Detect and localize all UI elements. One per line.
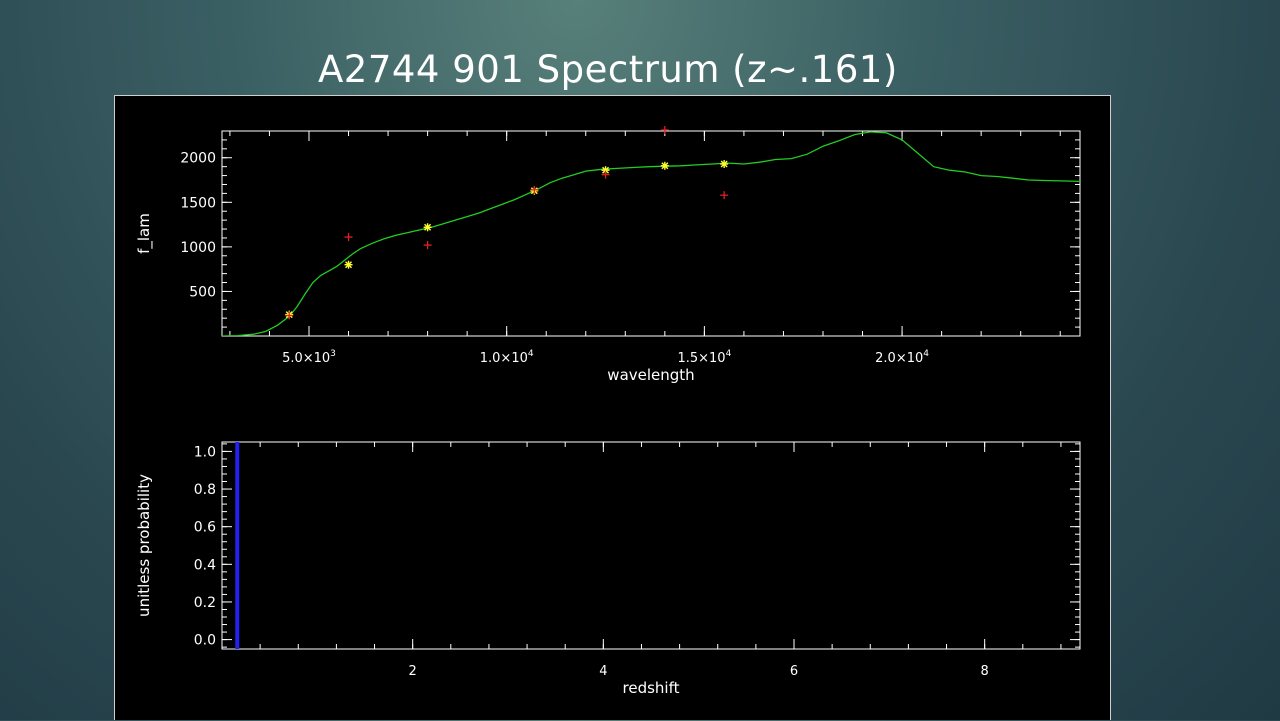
star-stroke	[602, 166, 610, 174]
x-tick-label: 2.0×104	[875, 349, 929, 366]
y-tick-label: 0.2	[194, 595, 216, 611]
x-tick-mantissa: 2.0×10	[875, 351, 923, 366]
slide-title: A2744 901 Spectrum (z~.161)	[318, 48, 898, 91]
x-tick-label: 1.0×104	[480, 349, 534, 366]
y-tick-label: 0.0	[194, 633, 216, 649]
y-tick-label: 1000	[180, 240, 216, 256]
star-stroke	[424, 223, 432, 231]
redshift-chart: 2 4 6 8 0.0 0.2 0.4 0.6 0.8 1.0 redshift unitless p…	[135, 441, 1081, 697]
x-tick-exponent: 4	[726, 349, 732, 359]
y-axis-label: f_lam	[135, 213, 154, 254]
observed-photometry-cross	[423, 241, 432, 250]
plot-area-border	[221, 130, 1081, 337]
x-axis-label: redshift	[623, 679, 680, 697]
plot-frame: 5.0×103 1.0×104 1.5×104 2.0×104 500 1000 1500 2…	[114, 95, 1111, 720]
model-photometry-star	[720, 159, 729, 168]
observed-photometry-cross	[601, 170, 610, 179]
y-tick-label: 1.0	[194, 444, 216, 460]
y-tick-label: 0.6	[194, 520, 216, 536]
x-tick-mantissa: 5.0×10	[282, 351, 330, 366]
spectrum-line	[222, 131, 1080, 336]
x-tick-label: 1.5×104	[677, 349, 731, 366]
y-tick-label: 0.8	[194, 482, 216, 498]
x-tick-label: 2	[409, 664, 417, 679]
observed-photometry-cross	[530, 185, 539, 194]
star-stroke	[345, 261, 353, 269]
model-photometry-star	[660, 161, 669, 170]
y-tick-label: 1500	[180, 195, 216, 211]
y-tick-label: 500	[189, 284, 216, 300]
y-tick-label: 0.4	[194, 557, 216, 573]
x-tick-mantissa: 1.5×10	[677, 351, 725, 366]
observed-photometry-cross	[720, 191, 729, 200]
x-tick-label: 6	[790, 664, 798, 679]
x-tick-exponent: 3	[330, 349, 336, 359]
model-photometry-star	[344, 260, 353, 269]
y-axis-label: unitless probability	[135, 474, 153, 617]
star-stroke	[720, 160, 728, 168]
observed-photometry-cross	[344, 233, 353, 242]
x-tick-exponent: 4	[528, 349, 534, 359]
spectrum-chart: 5.0×103 1.0×104 1.5×104 2.0×104500100015002…	[135, 126, 1081, 384]
observed-photometry-cross	[285, 311, 294, 320]
x-tick-label: 5.0×103	[282, 349, 336, 366]
plot-area-border	[221, 441, 1081, 650]
y-tick-label: 2000	[180, 151, 216, 167]
x-tick-mantissa: 1.0×10	[480, 351, 528, 366]
spectrum-and-redshift-charts: 5.0×103 1.0×104 1.5×104 2.0×104500100015002…	[135, 126, 1081, 697]
redshift-probability-spike	[235, 442, 240, 649]
observed-photometry-cross	[660, 126, 669, 134]
x-axis-label: wavelength	[607, 366, 694, 384]
x-tick-exponent: 4	[923, 349, 929, 359]
model-photometry-star	[423, 223, 432, 232]
star-stroke	[661, 162, 669, 170]
x-tick-label: 4	[599, 664, 607, 679]
x-tick-label: 8	[981, 664, 989, 679]
